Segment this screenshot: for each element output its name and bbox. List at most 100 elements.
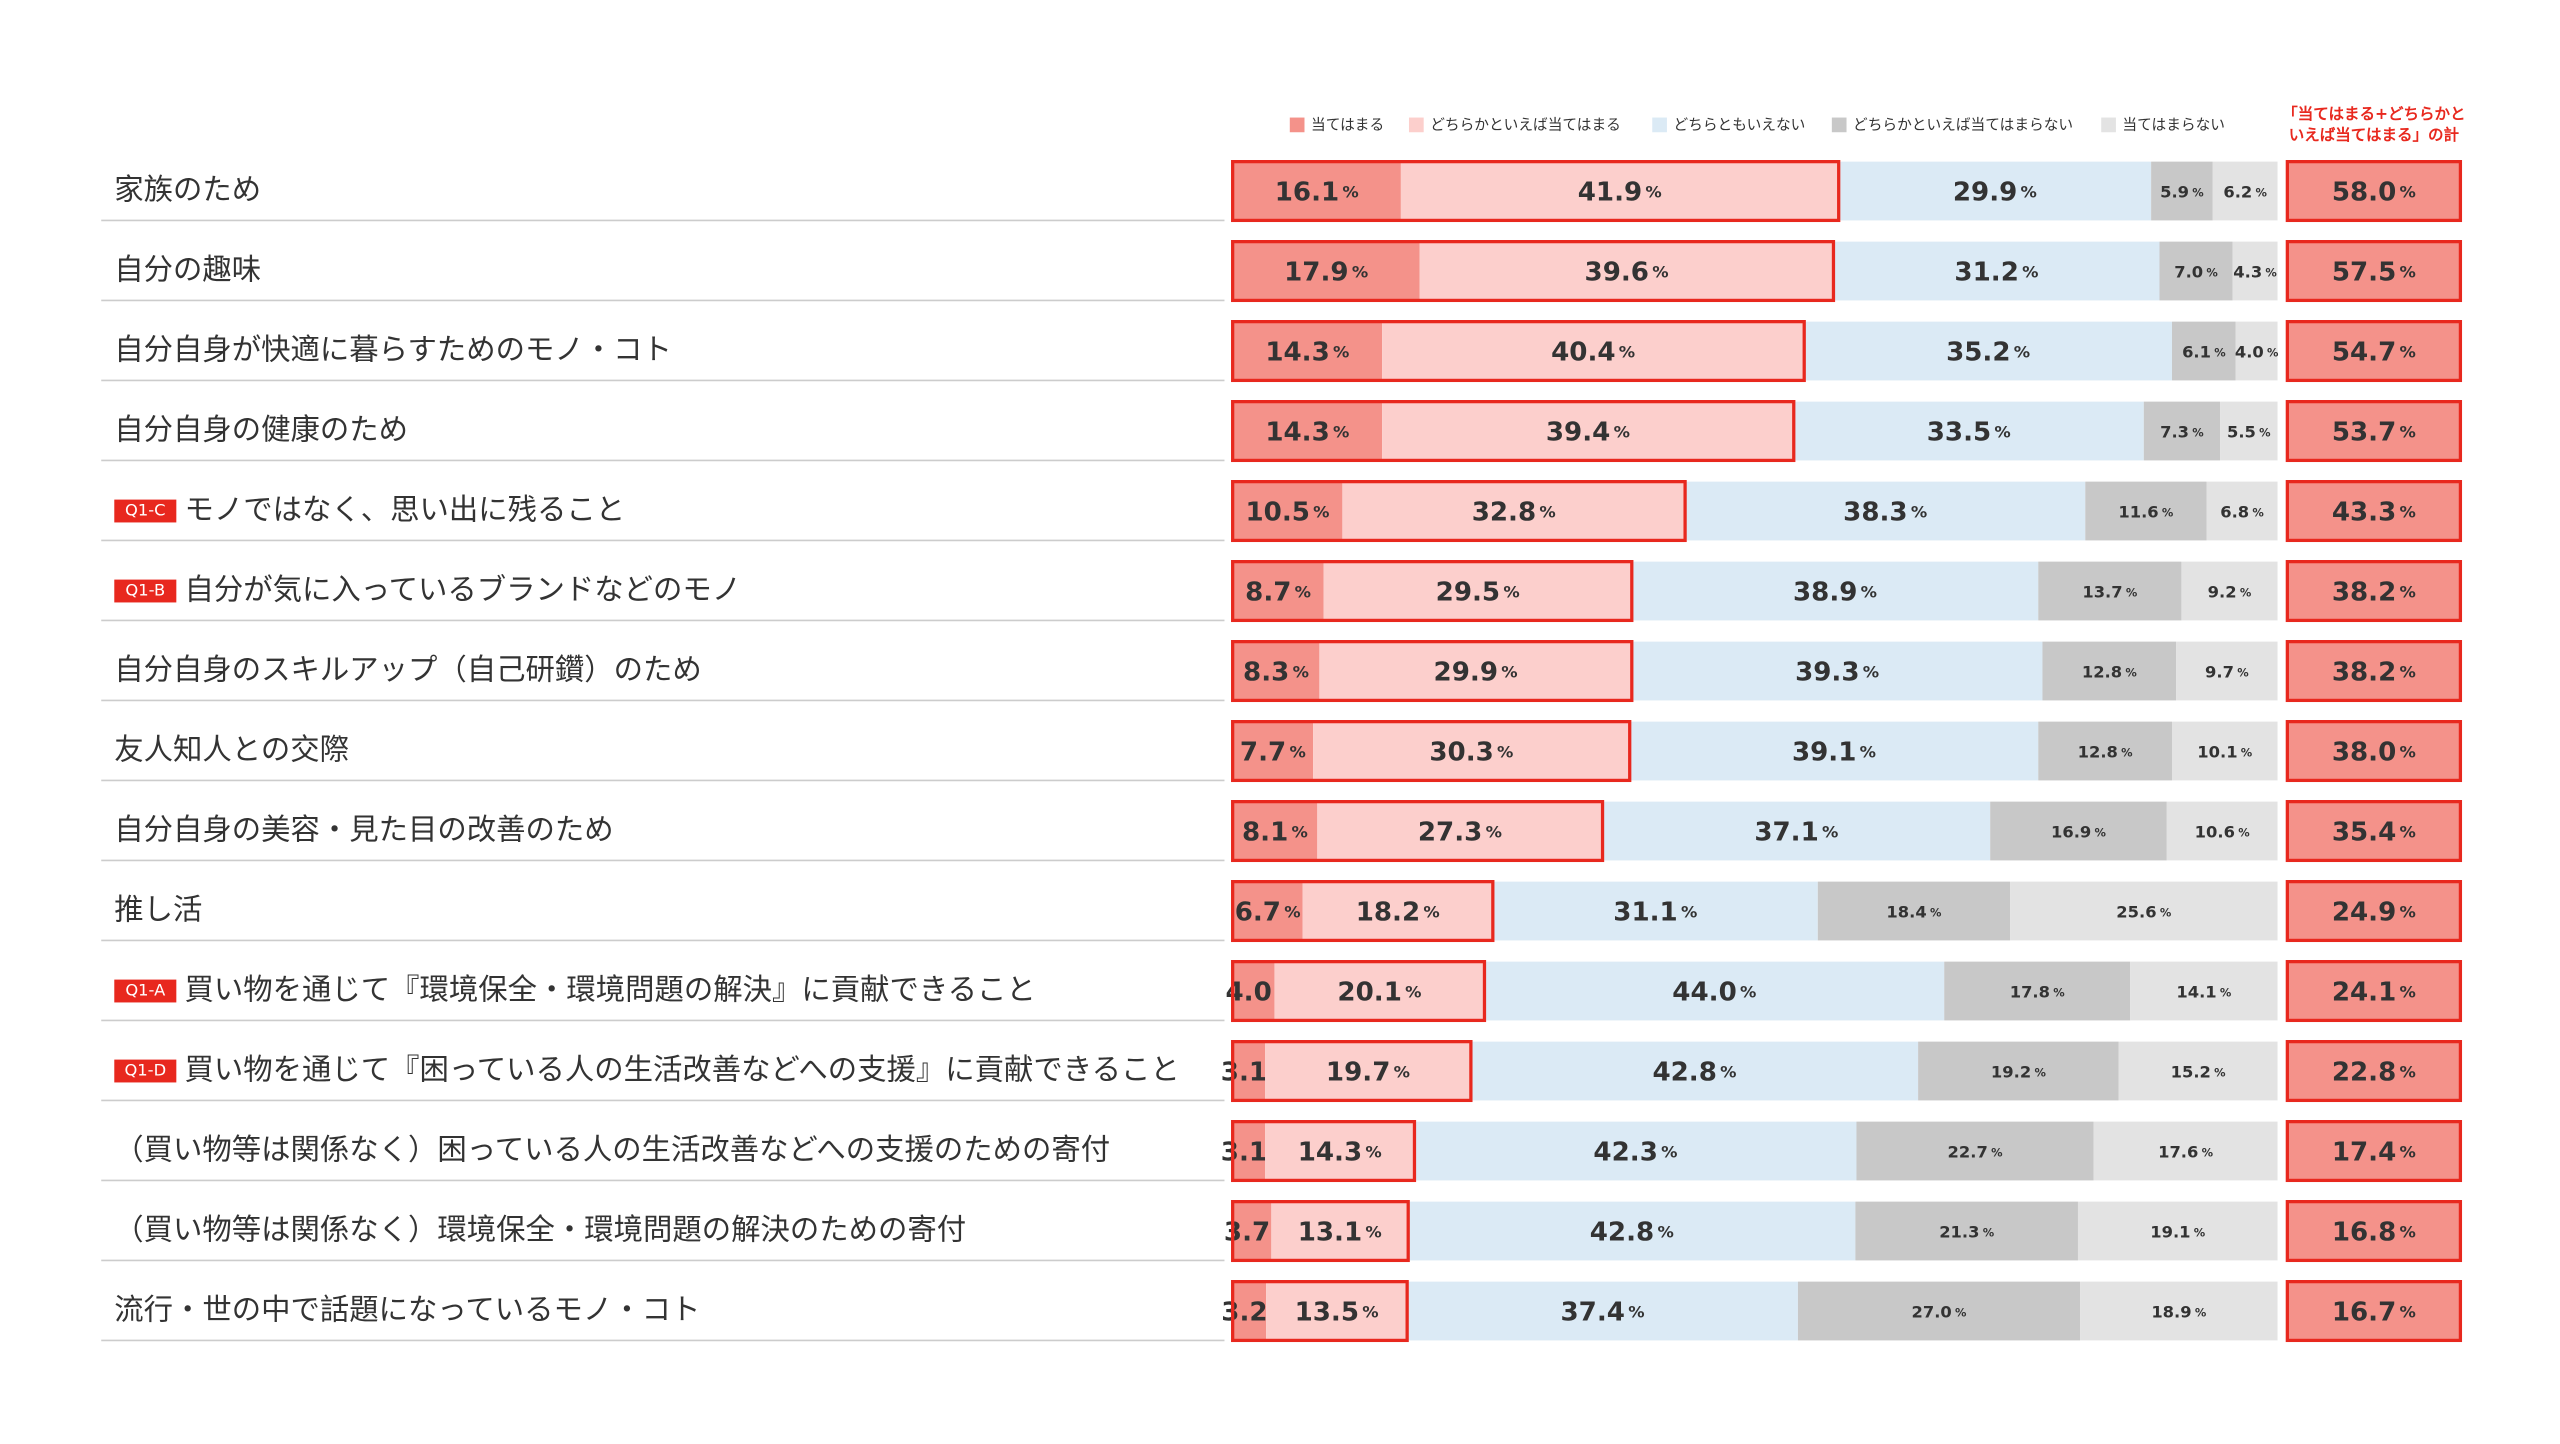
value-number: 14.1 xyxy=(2176,982,2216,1001)
value-unit: % xyxy=(2053,985,2065,999)
sum-label: 38.0% xyxy=(2332,737,2416,767)
legend-swatch xyxy=(1289,117,1305,133)
value-number: 12.8 xyxy=(2078,742,2118,761)
value-number: 27.0 xyxy=(1912,1302,1952,1321)
value-unit: % xyxy=(2095,825,2107,839)
legend-label: どちらともいえない xyxy=(1673,117,1805,134)
value-unit: % xyxy=(2237,665,2249,679)
value-number: 42.8 xyxy=(1652,1057,1716,1087)
value-number: 37.4 xyxy=(1561,1297,1625,1327)
category-label: モノではなく、思い出に残ること xyxy=(184,493,625,527)
category-label: 自分自身の美容・見た目の改善のため xyxy=(114,813,613,847)
bar-segment xyxy=(1855,1201,2078,1261)
value-label: 40.4% xyxy=(1551,337,1635,367)
value-unit: % xyxy=(1284,902,1300,921)
value-unit: % xyxy=(2256,185,2268,199)
legend-label: 当てはまらない xyxy=(2122,117,2225,134)
category-label: 自分自身のスキルアップ（自己研鑽）のため xyxy=(114,653,702,687)
value-unit: % xyxy=(2265,265,2277,279)
value-number: 22.7 xyxy=(1948,1142,1988,1161)
bar-segment xyxy=(1274,961,1485,1021)
category-label: （買い物等は関係なく）環境保全・環境問題の解決のための寄付 xyxy=(114,1213,966,1247)
value-label: 13.5% xyxy=(1295,1297,1379,1327)
bar-segment xyxy=(1407,1281,1798,1341)
value-label: 8.7% xyxy=(1245,577,1311,607)
value-number: 32.8 xyxy=(1472,497,1536,527)
value-label: 37.1% xyxy=(1754,817,1838,847)
value-number: 3.2 xyxy=(1221,1297,1267,1327)
value-number: 18.9 xyxy=(2151,1302,2191,1321)
bar-segment xyxy=(1232,1281,1267,1341)
highlight-outline xyxy=(1231,960,1487,1023)
value-unit: % xyxy=(2400,742,2416,761)
bar-segment xyxy=(1342,481,1686,541)
value-unit: % xyxy=(1501,662,1517,681)
sum-label: 58.0% xyxy=(2332,177,2416,207)
value-unit: % xyxy=(1994,422,2010,441)
value-unit: % xyxy=(1657,1222,1673,1241)
bar-segment xyxy=(2232,241,2278,301)
value-number: 38.9 xyxy=(1793,577,1857,607)
value-number: 25.6 xyxy=(2116,902,2156,921)
tag-badge xyxy=(114,979,177,1003)
value-unit: % xyxy=(2126,585,2138,599)
value-label: 7.3% xyxy=(2160,422,2204,441)
bar-segment xyxy=(1382,321,1805,381)
bar-segment xyxy=(2172,721,2278,781)
bar-segment xyxy=(1944,961,2131,1021)
highlight-outline xyxy=(1231,320,1806,383)
bar-segment xyxy=(2181,561,2278,621)
highlight-outline xyxy=(1231,720,1632,783)
value-number: 57.5 xyxy=(2332,257,2396,287)
value-number: 13.1 xyxy=(1298,1217,1362,1247)
value-number: 5.5 xyxy=(2227,422,2256,441)
sum-box xyxy=(2285,800,2463,863)
value-unit: % xyxy=(1405,982,1421,1001)
tag-label: Q1-C xyxy=(125,501,166,520)
sum-label: 54.7% xyxy=(2332,337,2416,367)
value-unit: % xyxy=(1486,822,1502,841)
bar-segment xyxy=(2085,481,2207,541)
highlight-outline xyxy=(1231,480,1687,543)
value-unit: % xyxy=(2021,182,2037,201)
category-label: 自分自身が快適に暮らすためのモノ・コト xyxy=(114,333,672,367)
value-unit: % xyxy=(2400,1302,2416,1321)
value-number: 4.0 xyxy=(2235,342,2264,361)
value-label: 39.6% xyxy=(1585,257,1669,287)
value-unit: % xyxy=(1352,262,1368,281)
bar-segment xyxy=(1838,161,2152,221)
sum-box xyxy=(2285,160,2463,223)
sum-title: いえば当てはまる」の計 xyxy=(2289,125,2460,144)
value-number: 10.5 xyxy=(1245,497,1309,527)
value-number: 13.7 xyxy=(2082,582,2122,601)
value-label: 6.1% xyxy=(2182,342,2226,361)
value-unit: % xyxy=(1365,1222,1381,1241)
tag-label: Q1-D xyxy=(124,1061,166,1080)
value-label: 38.9% xyxy=(1793,577,1877,607)
value-unit: % xyxy=(2014,342,2030,361)
bar-segment xyxy=(1232,561,1324,621)
value-unit: % xyxy=(1860,742,1876,761)
value-unit: % xyxy=(2162,505,2174,519)
value-unit: % xyxy=(1362,1302,1378,1321)
highlight-outline xyxy=(1231,560,1634,623)
bar-segment xyxy=(1470,1041,1919,1101)
value-number: 24.9 xyxy=(2332,897,2396,927)
bar-segment xyxy=(2159,241,2233,301)
value-number: 16.9 xyxy=(2051,822,2091,841)
value-unit: % xyxy=(2202,1145,2214,1159)
value-unit: % xyxy=(2220,985,2232,999)
sum-label: 38.2% xyxy=(2332,657,2416,687)
bar-segment xyxy=(2080,1281,2278,1341)
value-label: 14.3% xyxy=(1265,337,1349,367)
value-number: 43.3 xyxy=(2332,497,2396,527)
category-label: （買い物等は関係なく）困っている人の生活改善などへの支援のための寄付 xyxy=(114,1133,1110,1167)
value-number: 29.9 xyxy=(1953,177,2017,207)
bar-segment xyxy=(2212,161,2278,221)
legend-swatch xyxy=(1831,117,1847,133)
value-unit: % xyxy=(1333,342,1349,361)
value-number: 35.2 xyxy=(1946,337,2010,367)
sum-box xyxy=(2285,720,2463,783)
sum-label: 22.8% xyxy=(2332,1057,2416,1087)
value-unit: % xyxy=(2192,425,2204,439)
